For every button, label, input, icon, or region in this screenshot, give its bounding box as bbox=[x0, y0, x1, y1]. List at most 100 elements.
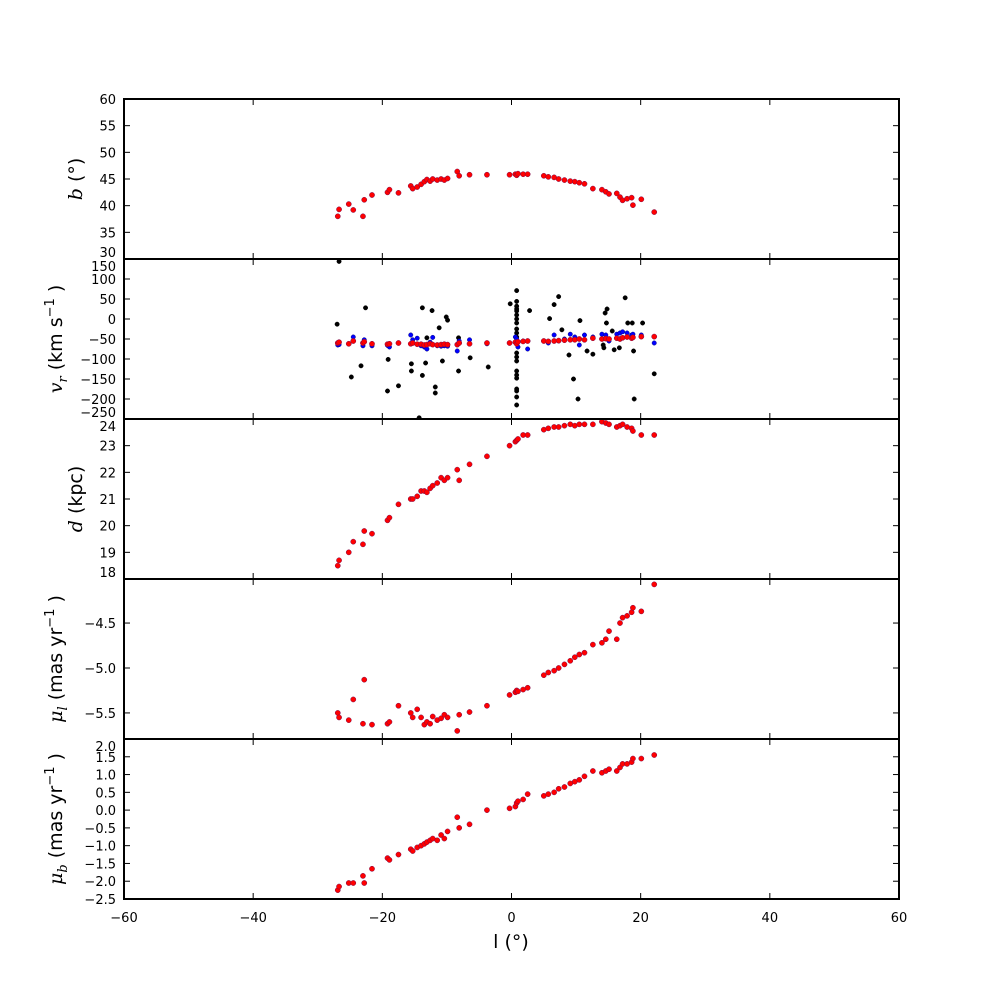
y-label-superscript: −1 bbox=[43, 298, 58, 317]
y-tick-label: 30 bbox=[99, 246, 116, 261]
data-point-b bbox=[466, 171, 473, 178]
data-point-observed bbox=[640, 320, 646, 326]
data-point-mu_b bbox=[456, 825, 463, 831]
x-tick-label: −40 bbox=[239, 911, 266, 926]
y-tick-label: 35 bbox=[99, 226, 116, 241]
y-label-unit: (kpc) bbox=[65, 466, 87, 520]
data-point-model-red bbox=[515, 338, 521, 345]
data-point-mu_l bbox=[466, 709, 473, 715]
data-point-mu_b bbox=[441, 835, 448, 842]
y-label-unit: (°) bbox=[65, 158, 87, 188]
data-point-b bbox=[638, 196, 645, 203]
data-point-d bbox=[545, 425, 552, 432]
y-tick-label: 0.5 bbox=[95, 786, 116, 801]
data-point-mu_l bbox=[630, 604, 636, 611]
data-point-mu_b bbox=[350, 880, 357, 886]
data-point-observed bbox=[547, 316, 553, 322]
y-tick-label: 21 bbox=[99, 493, 116, 508]
data-point-d bbox=[619, 421, 626, 428]
data-point-model-red bbox=[561, 337, 568, 344]
y-label-superscript: −1 bbox=[43, 609, 58, 628]
data-point-observed bbox=[514, 368, 520, 374]
data-point-d bbox=[506, 442, 513, 449]
data-point-mu_b bbox=[515, 798, 521, 805]
data-point-d bbox=[369, 530, 375, 537]
data-point-model-blue bbox=[430, 334, 436, 340]
y-axis-label: b (°) bbox=[65, 158, 87, 201]
data-points bbox=[334, 752, 658, 893]
data-point-mu_b bbox=[651, 752, 658, 758]
data-point-mu_l bbox=[414, 706, 421, 713]
y-tick-label: −5.5 bbox=[84, 707, 116, 722]
data-point-observed bbox=[514, 326, 520, 332]
data-point-observed bbox=[419, 372, 425, 378]
data-point-mu_l bbox=[624, 613, 630, 619]
data-point-d bbox=[466, 461, 473, 468]
data-point-observed bbox=[631, 348, 637, 354]
data-point-d bbox=[561, 422, 568, 429]
data-point-d bbox=[576, 421, 583, 428]
data-point-mu_b bbox=[606, 766, 612, 773]
data-point-d bbox=[484, 453, 490, 460]
data-point-model-red bbox=[651, 333, 658, 340]
data-point-mu_b bbox=[386, 857, 393, 863]
y-tick-label: 0 bbox=[108, 313, 116, 328]
data-point-b bbox=[506, 171, 513, 178]
y-tick-label: −50 bbox=[89, 333, 116, 348]
data-point-observed bbox=[514, 298, 520, 304]
data-point-mu_l bbox=[567, 657, 574, 664]
axes-frame bbox=[123, 98, 900, 260]
data-point-d bbox=[336, 557, 342, 564]
y-tick-label: −2.5 bbox=[84, 893, 116, 908]
data-point-mu_b bbox=[551, 789, 557, 796]
data-point-mu_b bbox=[581, 773, 588, 780]
data-point-d bbox=[524, 432, 531, 438]
data-point-observed bbox=[467, 355, 473, 361]
data-point-observed bbox=[396, 383, 401, 389]
x-label-symbol: l bbox=[493, 931, 498, 953]
data-point-observed bbox=[556, 294, 562, 300]
data-point-mu_b bbox=[466, 821, 473, 828]
panel-d: 18 19 20 21 22 23 24 d (kpc) bbox=[65, 418, 900, 581]
data-point-observed bbox=[408, 368, 414, 374]
data-point-b bbox=[524, 171, 531, 178]
y-tick-label: 50 bbox=[99, 146, 116, 161]
data-point-mu_b bbox=[336, 883, 342, 890]
data-point-observed bbox=[514, 330, 520, 336]
data-point-mu_b bbox=[369, 865, 375, 872]
y-label-superscript: −1 bbox=[43, 766, 58, 785]
data-point-mu_b bbox=[454, 814, 461, 821]
data-point-mu_l bbox=[581, 649, 588, 656]
data-point-b bbox=[386, 186, 393, 193]
data-point-mu_l bbox=[590, 641, 596, 648]
data-point-mu_l bbox=[506, 692, 513, 698]
data-points bbox=[334, 581, 658, 734]
data-point-observed bbox=[590, 351, 596, 357]
data-point-observed bbox=[559, 327, 565, 333]
data-point-d bbox=[429, 482, 436, 489]
data-point-model-red bbox=[638, 333, 645, 340]
data-point-model-blue bbox=[620, 329, 626, 335]
y-axis-label: μb (mas yr−1 ) bbox=[43, 753, 71, 885]
y-axis-label: μl (mas yr−1 ) bbox=[43, 595, 71, 723]
data-point-model-red bbox=[630, 334, 636, 341]
y-tick-label: −0.5 bbox=[84, 822, 116, 837]
data-point-b bbox=[606, 191, 612, 197]
data-point-d bbox=[345, 549, 352, 556]
y-label-unit: (mas yr bbox=[45, 628, 67, 707]
data-point-observed bbox=[439, 358, 445, 364]
data-point-mu_l bbox=[602, 636, 609, 643]
data-point-d bbox=[651, 432, 658, 438]
data-point-observed bbox=[514, 320, 520, 326]
data-point-d bbox=[630, 428, 636, 434]
data-point-mu_l bbox=[456, 711, 463, 718]
data-point-observed bbox=[527, 308, 533, 314]
data-point-observed bbox=[424, 335, 430, 341]
data-point-model-blue bbox=[414, 335, 420, 341]
y-tick-label: −200 bbox=[80, 393, 116, 408]
data-point-model-red bbox=[545, 338, 552, 345]
data-point-mu_b bbox=[545, 791, 552, 797]
data-point-d bbox=[606, 421, 612, 428]
